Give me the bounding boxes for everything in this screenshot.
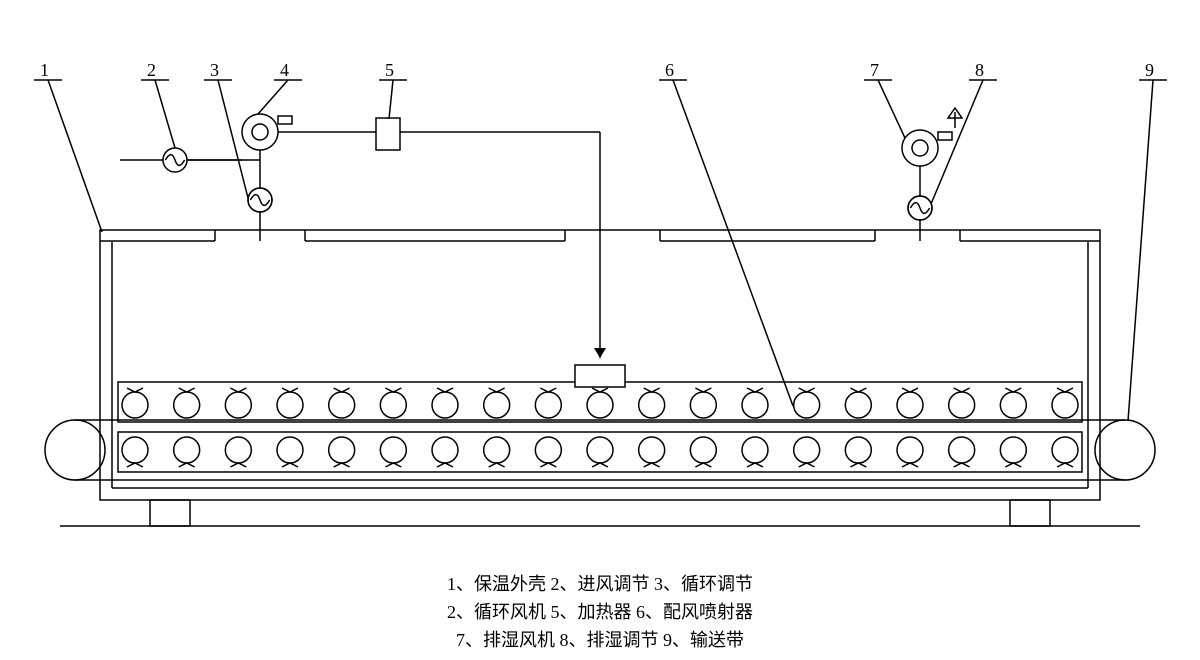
callout-label-5: 5 bbox=[385, 60, 394, 81]
callout-label-6: 6 bbox=[665, 60, 674, 81]
callout-label-9: 9 bbox=[1145, 60, 1154, 81]
diagram-stage: 1 2 3 4 5 6 7 8 9 1、保温外壳 2、进风调节 3、循环调节 2… bbox=[0, 0, 1200, 660]
callout-label-7: 7 bbox=[870, 60, 879, 81]
callout-label-4: 4 bbox=[280, 60, 289, 81]
legend-line-2: 2、循环风机 5、加热器 6、配风喷射器 bbox=[0, 598, 1200, 624]
legend-line-1: 1、保温外壳 2、进风调节 3、循环调节 bbox=[0, 570, 1200, 596]
callout-label-8: 8 bbox=[975, 60, 984, 81]
diagram-svg bbox=[0, 0, 1200, 660]
callout-label-2: 2 bbox=[147, 60, 156, 81]
legend-line-3: 7、排湿风机 8、排湿调节 9、输送带 bbox=[0, 626, 1200, 652]
callout-label-3: 3 bbox=[210, 60, 219, 81]
callout-label-1: 1 bbox=[40, 60, 49, 81]
